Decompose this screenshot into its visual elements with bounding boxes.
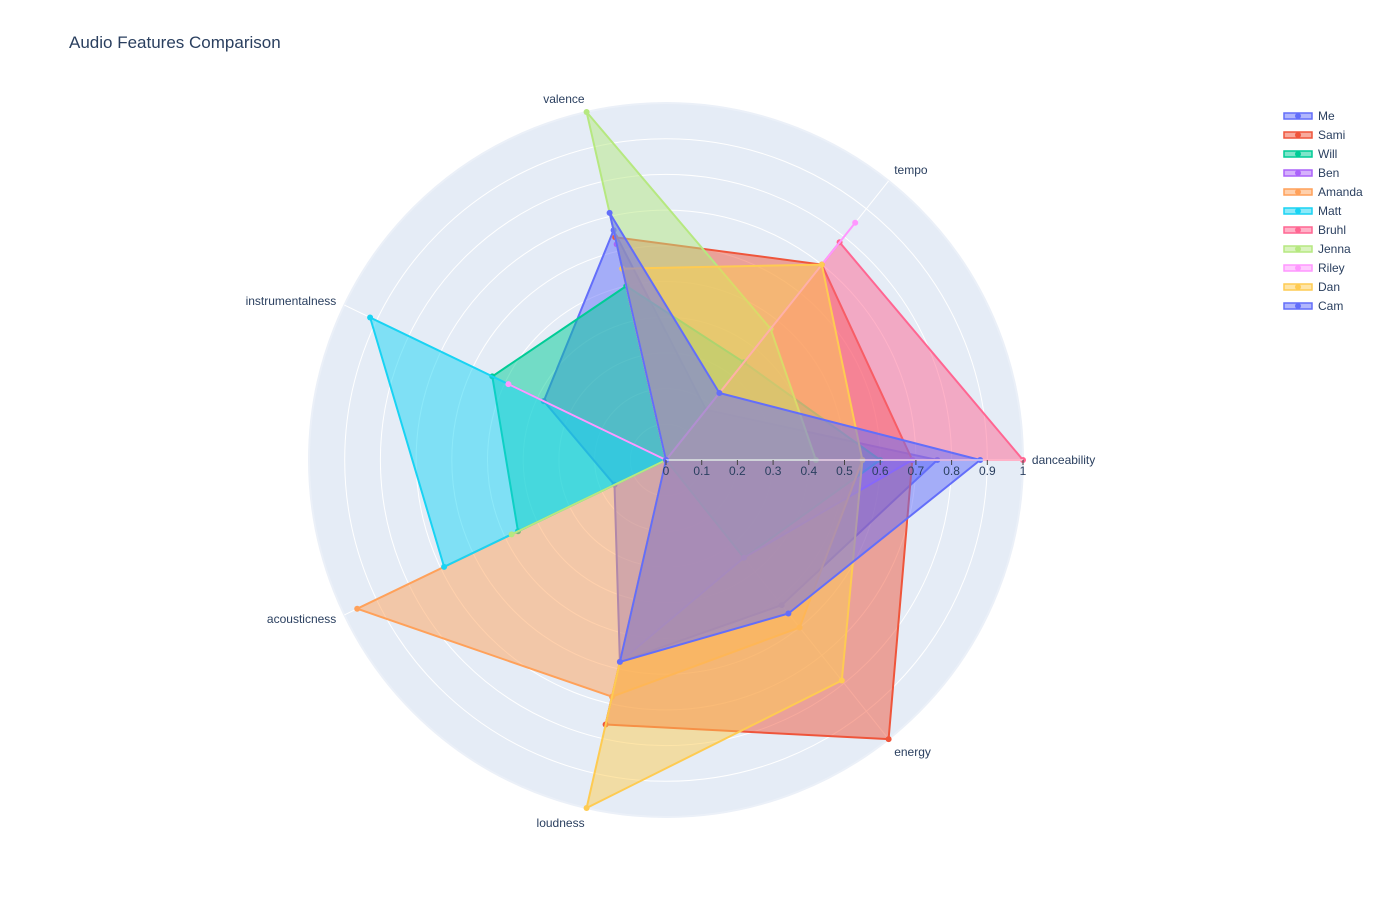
data-point-riley-tempo xyxy=(852,219,859,226)
radial-tick-label: 0.7 xyxy=(908,464,925,478)
legend-label: Bruhl xyxy=(1318,222,1347,237)
radial-tick-label: 0.2 xyxy=(729,464,746,478)
radial-tick-label: 0.6 xyxy=(872,464,889,478)
legend-item-me[interactable]: Me xyxy=(1283,106,1363,125)
radial-tick-label: 0.5 xyxy=(836,464,853,478)
data-point-amanda-acousticness xyxy=(354,605,361,612)
legend-item-riley[interactable]: Riley xyxy=(1283,258,1363,277)
data-point-matt-instrumentalness xyxy=(367,314,374,321)
legend-label: Ben xyxy=(1318,165,1340,180)
legend-swatch xyxy=(1283,130,1313,139)
radial-tick-label: 0.9 xyxy=(979,464,996,478)
legend-swatch xyxy=(1283,111,1313,120)
legend-label: Matt xyxy=(1318,203,1342,218)
angular-axis-label-valence: valence xyxy=(543,92,585,106)
legend-item-bruhl[interactable]: Bruhl xyxy=(1283,220,1363,239)
data-point-riley-instrumentalness xyxy=(505,381,512,388)
legend-label: Amanda xyxy=(1318,184,1363,199)
angular-axis-label-acousticness: acousticness xyxy=(267,612,336,626)
data-point-sami-energy xyxy=(885,736,892,743)
data-point-cam-energy xyxy=(785,610,792,617)
radial-tick-label: 0.1 xyxy=(693,464,710,478)
legend-swatch xyxy=(1283,301,1313,310)
legend-item-jenna[interactable]: Jenna xyxy=(1283,239,1363,258)
angular-axis-label-danceability: danceability xyxy=(1032,453,1095,467)
legend-swatch xyxy=(1283,187,1313,196)
angular-axis-label-instrumentalness: instrumentalness xyxy=(246,294,337,308)
angular-axis-label-loudness: loudness xyxy=(537,816,585,830)
legend-swatch xyxy=(1283,225,1313,234)
legend: Me Sami Will Ben Amanda Matt Bruhl Jenna Riley Da… xyxy=(1283,106,1363,315)
legend-item-will[interactable]: Will xyxy=(1283,144,1363,163)
legend-label: Sami xyxy=(1318,127,1346,142)
legend-item-cam[interactable]: Cam xyxy=(1283,296,1363,315)
legend-label: Jenna xyxy=(1318,241,1351,256)
legend-label: Cam xyxy=(1318,298,1344,313)
radial-tick-label: 0 xyxy=(663,464,670,478)
legend-item-dan[interactable]: Dan xyxy=(1283,277,1363,296)
data-point-dan-loudness xyxy=(583,805,590,811)
legend-swatch xyxy=(1283,263,1313,272)
legend-label: Dan xyxy=(1318,279,1341,294)
legend-swatch xyxy=(1283,244,1313,253)
legend-swatch xyxy=(1283,168,1313,177)
data-point-jenna-valence xyxy=(583,109,590,115)
data-point-dan-energy xyxy=(838,677,845,684)
legend-item-amanda[interactable]: Amanda xyxy=(1283,182,1363,201)
legend-swatch xyxy=(1283,149,1313,158)
legend-label: Riley xyxy=(1318,260,1345,275)
radial-tick-label: 0.8 xyxy=(943,464,960,478)
data-point-matt-acousticness xyxy=(441,563,448,570)
radial-tick-label: 0.3 xyxy=(765,464,782,478)
legend-item-sami[interactable]: Sami xyxy=(1283,125,1363,144)
data-point-cam-valence xyxy=(606,209,613,216)
radial-tick-label: 0.4 xyxy=(800,464,817,478)
data-point-cam-loudness xyxy=(616,658,623,665)
legend-label: Will xyxy=(1318,146,1338,161)
legend-item-ben[interactable]: Ben xyxy=(1283,163,1363,182)
chart-title: Audio Features Comparison xyxy=(69,33,281,52)
data-point-jenna-acousticness xyxy=(508,531,515,538)
legend-label: Me xyxy=(1318,108,1335,123)
legend-swatch xyxy=(1283,206,1313,215)
data-point-dan-tempo xyxy=(818,261,825,268)
angular-axis-label-tempo: tempo xyxy=(894,163,928,177)
legend-swatch xyxy=(1283,282,1313,291)
data-point-cam-tempo xyxy=(716,390,723,396)
radial-tick-label: 1 xyxy=(1020,464,1027,478)
legend-item-matt[interactable]: Matt xyxy=(1283,201,1363,220)
angular-axis-label-energy: energy xyxy=(894,745,931,759)
